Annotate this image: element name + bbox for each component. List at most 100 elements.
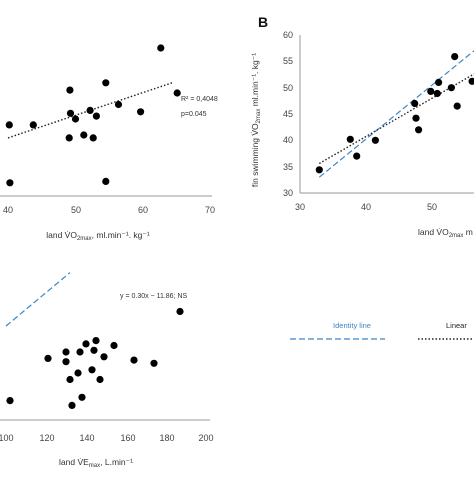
data-point bbox=[96, 376, 103, 383]
y-axis-label-rest: ml.min⁻¹. kg⁻¹ bbox=[250, 53, 260, 109]
x-axis-label-main: land V̇O bbox=[418, 227, 449, 237]
data-point bbox=[102, 79, 109, 86]
data-point bbox=[100, 353, 107, 360]
y-tick-label: 50 bbox=[283, 83, 293, 93]
data-point bbox=[6, 179, 13, 186]
y-tick-label: 35 bbox=[283, 162, 293, 172]
data-point bbox=[62, 348, 69, 355]
identity-line bbox=[319, 51, 474, 177]
x-tick-label: 50 bbox=[427, 202, 437, 212]
data-point bbox=[66, 134, 73, 141]
y-tick-label: 60 bbox=[283, 30, 293, 40]
data-point bbox=[44, 355, 51, 362]
data-point bbox=[80, 131, 87, 138]
data-point bbox=[102, 178, 109, 185]
x-tick-label: 40 bbox=[3, 205, 13, 215]
data-point bbox=[174, 89, 181, 96]
x-axis-label-rest: m bbox=[463, 227, 472, 237]
y-tick-label: 40 bbox=[283, 135, 293, 145]
x-axis-label: land V̇O2max, ml.min⁻¹. kg⁻¹ bbox=[46, 230, 150, 242]
data-point bbox=[137, 108, 144, 115]
data-point bbox=[6, 121, 13, 128]
data-point bbox=[90, 347, 97, 354]
data-point bbox=[68, 402, 75, 409]
data-point bbox=[353, 153, 360, 160]
x-tick-label: 50 bbox=[71, 205, 81, 215]
x-axis-label-sub: 2max bbox=[77, 236, 92, 242]
data-point bbox=[82, 340, 89, 347]
data-point bbox=[412, 115, 419, 122]
x-tick-label: 200 bbox=[198, 433, 213, 443]
legend-linear-label: Linear bbox=[446, 321, 467, 330]
data-point bbox=[76, 348, 83, 355]
data-point bbox=[176, 308, 183, 315]
data-point bbox=[427, 88, 434, 95]
data-point bbox=[62, 358, 69, 365]
x-tick-label: 70 bbox=[205, 205, 215, 215]
x-axis-label-sub: 2max bbox=[449, 233, 464, 239]
data-point bbox=[415, 126, 422, 133]
data-point bbox=[93, 113, 100, 120]
x-tick-label: 60 bbox=[138, 205, 148, 215]
y-axis-label-main: fin swimming V̇O bbox=[250, 123, 260, 187]
legend: Identity line Linear bbox=[290, 321, 474, 339]
panel-top-left: 40 50 60 70 R² = 0,4048 p=0.045 land V̇O… bbox=[0, 44, 218, 242]
data-point bbox=[130, 357, 137, 364]
legend-identity-label: Identity line bbox=[333, 321, 371, 330]
panel-b: B 30 35 40 45 50 55 60 30 40 50 fin swim… bbox=[250, 14, 474, 239]
x-tick-label: 120 bbox=[39, 433, 54, 443]
data-point bbox=[316, 166, 323, 173]
x-axis-label-rest: , L.min⁻¹ bbox=[100, 457, 133, 467]
data-point bbox=[347, 136, 354, 143]
data-point bbox=[67, 110, 74, 117]
data-point bbox=[451, 53, 458, 60]
data-point bbox=[6, 397, 13, 404]
data-point bbox=[434, 90, 441, 97]
y-axis-label: fin swimming V̇O2max ml.min⁻¹. kg⁻¹ bbox=[250, 53, 262, 187]
data-point bbox=[92, 337, 99, 344]
data-point bbox=[448, 84, 455, 91]
data-point bbox=[30, 121, 37, 128]
data-point bbox=[115, 101, 122, 108]
x-axis-label: land V̇O2max m bbox=[418, 227, 473, 239]
x-tick-label: 100 bbox=[0, 433, 14, 443]
y-tick-label: 45 bbox=[283, 109, 293, 119]
data-point bbox=[411, 100, 418, 107]
data-point bbox=[469, 78, 474, 85]
data-point bbox=[157, 44, 164, 51]
y-tick-label: 55 bbox=[283, 56, 293, 66]
data-point bbox=[110, 342, 117, 349]
x-tick-label: 40 bbox=[361, 202, 371, 212]
y-tick-label: 30 bbox=[283, 188, 293, 198]
data-point bbox=[372, 137, 379, 144]
x-axis-label-rest: , ml.min⁻¹. kg⁻¹ bbox=[92, 230, 150, 240]
data-point bbox=[88, 366, 95, 373]
data-point bbox=[78, 394, 85, 401]
data-point bbox=[74, 369, 81, 376]
identity-line bbox=[6, 273, 70, 326]
data-point bbox=[66, 87, 73, 94]
data-point bbox=[454, 103, 461, 110]
data-point bbox=[66, 376, 73, 383]
x-tick-label: 30 bbox=[295, 202, 305, 212]
x-tick-label: 180 bbox=[159, 433, 174, 443]
y-axis-label-sub: 2max bbox=[256, 109, 262, 124]
regression-annotation: y = 0.30x − 11.86; NS bbox=[120, 293, 188, 300]
x-axis-label-main: land V̇O bbox=[46, 230, 77, 240]
x-axis-label-main: land V̇E bbox=[59, 457, 89, 467]
x-tick-label: 160 bbox=[120, 433, 135, 443]
panel-bottom-left: 100 120 140 160 180 200 y = 0.30x − 11.8… bbox=[0, 273, 214, 469]
r-squared-annotation: R² = 0,4048 bbox=[181, 96, 218, 103]
data-point bbox=[150, 360, 157, 367]
x-tick-label: 140 bbox=[79, 433, 94, 443]
x-axis-label-sub: max bbox=[89, 463, 100, 469]
x-axis-label: land V̇Emax, L.min⁻¹ bbox=[59, 457, 133, 469]
data-point bbox=[435, 79, 442, 86]
data-point bbox=[72, 115, 79, 122]
p-value-annotation: p=0.045 bbox=[181, 111, 207, 118]
data-point bbox=[87, 107, 94, 114]
data-point bbox=[90, 134, 97, 141]
panel-b-letter: B bbox=[258, 14, 268, 30]
